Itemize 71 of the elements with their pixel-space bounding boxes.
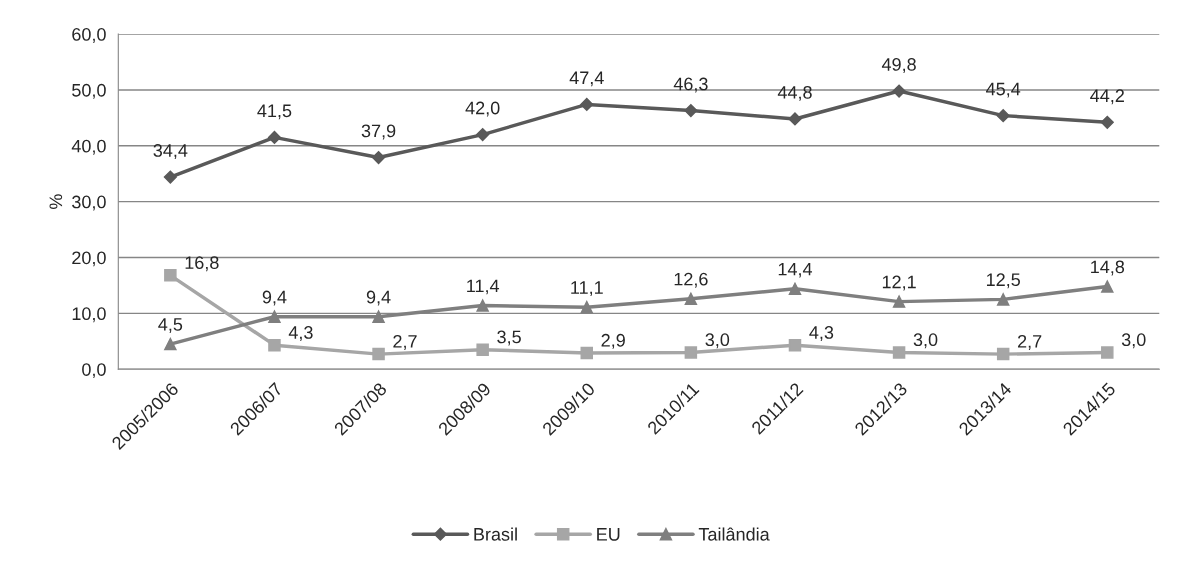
point xyxy=(788,112,802,126)
point xyxy=(892,295,906,308)
point xyxy=(268,338,281,352)
y-tick-label: 30,0 xyxy=(72,195,106,211)
legend-label: Brasil xyxy=(474,527,517,541)
data-label: 44,8 xyxy=(777,85,812,101)
y-tick-label: 60,0 xyxy=(72,28,106,43)
data-label: 4,5 xyxy=(158,318,183,333)
data-label: 47,4 xyxy=(569,71,604,87)
point xyxy=(684,346,698,359)
point xyxy=(1101,280,1114,293)
data-label: 9,4 xyxy=(366,290,391,306)
point xyxy=(580,300,594,314)
point xyxy=(164,337,177,351)
y-tick-label: 50,0 xyxy=(72,83,106,99)
data-label: 3,0 xyxy=(705,333,730,349)
y-axis-title: % xyxy=(49,194,63,210)
point xyxy=(788,282,802,296)
legend-label: EU xyxy=(597,528,620,541)
data-label: 37,9 xyxy=(361,124,396,140)
y-tick-label: 20,0 xyxy=(72,251,106,267)
point xyxy=(580,346,594,360)
data-label: 12,6 xyxy=(674,272,708,288)
point xyxy=(996,109,1010,123)
point xyxy=(1101,346,1114,359)
data-label: 49,8 xyxy=(881,58,916,73)
data-label: 41,5 xyxy=(257,104,292,120)
point xyxy=(372,347,385,361)
point xyxy=(996,293,1010,306)
data-label: 12,5 xyxy=(986,273,1020,289)
point xyxy=(684,104,698,118)
point xyxy=(476,128,490,142)
point xyxy=(788,338,802,352)
data-label: 4,3 xyxy=(288,326,313,341)
point xyxy=(996,347,1010,361)
data-label: 14,8 xyxy=(1091,260,1125,276)
point xyxy=(1100,115,1114,129)
point xyxy=(268,310,281,323)
data-label: 46,3 xyxy=(673,77,708,93)
data-label: 45,4 xyxy=(986,82,1021,98)
point xyxy=(267,130,282,144)
data-label: 2,7 xyxy=(393,334,417,350)
data-label: 2,9 xyxy=(601,333,625,349)
point xyxy=(372,310,385,323)
point xyxy=(684,292,698,306)
data-label: 16,8 xyxy=(185,256,219,272)
data-label: 42,0 xyxy=(465,101,500,117)
data-label: 4,3 xyxy=(809,326,834,341)
point xyxy=(580,97,594,112)
y-tick-label: 40,0 xyxy=(71,139,106,155)
point xyxy=(164,269,177,282)
data-label: 9,4 xyxy=(262,290,287,306)
data-label: 11,1 xyxy=(571,281,603,297)
point xyxy=(476,299,489,312)
y-tick-label: 0,0 xyxy=(82,363,106,379)
data-label: 3,5 xyxy=(497,330,521,346)
point xyxy=(371,150,386,165)
point xyxy=(892,84,906,98)
data-label: 12,1 xyxy=(882,275,916,291)
data-label: 3,0 xyxy=(913,333,938,349)
legend-label: Tailândia xyxy=(698,527,770,541)
data-label: 14,4 xyxy=(778,262,813,278)
y-tick-label: 10,0 xyxy=(72,307,106,323)
data-label: 34,4 xyxy=(153,144,188,159)
data-label: 2,7 xyxy=(1017,334,1042,350)
point xyxy=(476,343,489,356)
point xyxy=(163,170,177,184)
point xyxy=(892,346,906,359)
data-label: 11,4 xyxy=(467,279,500,295)
data-label: 3,0 xyxy=(1121,333,1146,349)
data-label: 44,2 xyxy=(1090,89,1124,105)
